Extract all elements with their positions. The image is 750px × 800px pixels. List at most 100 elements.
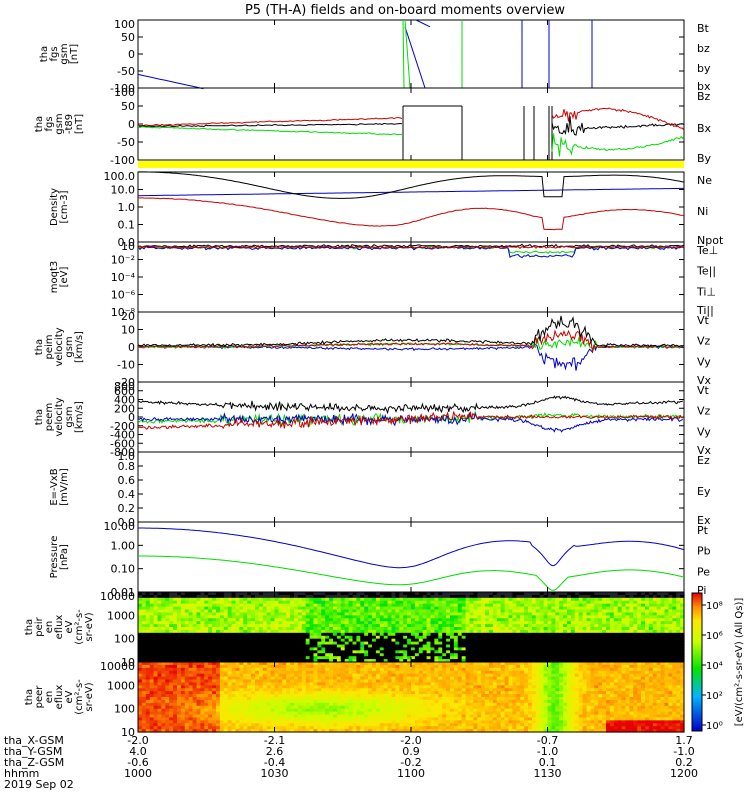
heatmap-cell: [212, 720, 217, 724]
heatmap-cell: [375, 609, 381, 614]
heatmap-cell: [294, 618, 299, 622]
heatmap-cell: [434, 592, 439, 596]
heatmap-cell: [227, 629, 233, 634]
heatmap-cell: [590, 621, 595, 625]
heatmap-cell: [297, 702, 303, 707]
heatmap-cell: [212, 656, 217, 660]
heatmap-cell: [149, 726, 155, 730]
heatmap-cell: [672, 641, 677, 646]
heatmap-cell: [329, 705, 334, 710]
heatmap-cell: [621, 606, 627, 611]
heatmap-cell: [625, 600, 630, 605]
heatmap-cell: [309, 711, 315, 716]
heatmap-cell: [516, 656, 521, 660]
heatmap-cell: [465, 624, 471, 628]
heatmap-cell: [313, 615, 318, 619]
heatmap-cell: [212, 641, 217, 646]
heatmap-cell: [286, 641, 291, 646]
heatmap-cell: [637, 650, 642, 654]
heatmap-cell: [286, 711, 291, 716]
heatmap-cell: [481, 624, 486, 628]
heatmap-cell: [309, 673, 315, 678]
heatmap-cell: [262, 609, 268, 614]
heatmap-cell: [453, 635, 459, 640]
heatmap-cell: [399, 612, 404, 616]
heatmap-cell: [426, 659, 432, 663]
heatmap-cell: [500, 594, 506, 599]
heatmap-cell: [633, 597, 638, 602]
heatmap-cell: [188, 592, 194, 596]
heatmap-cell: [138, 676, 143, 681]
heatmap-cell: [321, 691, 326, 695]
heatmap-cell: [500, 615, 506, 619]
heatmap-cell: [329, 682, 334, 686]
heatmap-cell: [321, 621, 326, 625]
heatmap-cell: [325, 621, 330, 625]
heatmap-cell: [368, 603, 373, 608]
heatmap-cell: [227, 594, 233, 599]
heatmap-cell: [524, 600, 529, 605]
heatmap-cell: [621, 621, 627, 625]
heatmap-cell: [496, 644, 502, 649]
y-tick-label: 0.0: [118, 236, 136, 249]
heatmap-cell: [450, 641, 455, 646]
heatmap-cell: [582, 606, 588, 611]
heatmap-cell: [453, 638, 459, 643]
heatmap-cell: [660, 647, 666, 651]
heatmap-cell: [173, 603, 178, 608]
y-axis-label: peem: [44, 403, 55, 431]
heatmap-cell: [204, 702, 209, 707]
heatmap-cell: [442, 638, 447, 643]
heatmap-cell: [621, 641, 627, 646]
heatmap-cell: [227, 615, 233, 619]
heatmap-cell: [528, 624, 533, 628]
y-axis-label: eflux: [54, 615, 65, 640]
heatmap-cell: [235, 729, 240, 733]
heatmap-cell: [208, 632, 213, 637]
y-tick-label: 1000: [107, 609, 135, 622]
heatmap-cell: [551, 615, 556, 619]
heatmap-cell: [450, 638, 455, 643]
heatmap-cell: [149, 635, 155, 640]
heatmap-cell: [407, 635, 412, 640]
heatmap-cell: [364, 635, 369, 640]
heatmap-cell: [453, 621, 459, 625]
heatmap-cell: [582, 600, 588, 605]
heatmap-cell: [578, 632, 584, 637]
heatmap-cell: [641, 597, 646, 602]
heatmap-cell: [251, 618, 256, 622]
heatmap-cell: [660, 650, 666, 654]
heatmap-cell: [336, 691, 342, 695]
heatmap-cell: [247, 685, 252, 689]
heatmap-cell: [270, 653, 276, 657]
heatmap-cell: [192, 676, 198, 681]
heatmap-cell: [138, 723, 143, 727]
heatmap-cell: [192, 624, 198, 628]
heatmap-cell: [364, 624, 369, 628]
heatmap-cell: [216, 641, 221, 646]
heatmap-cell: [399, 653, 404, 657]
y-tick-label: 100: [114, 18, 135, 31]
heatmap-cell: [239, 717, 244, 721]
heatmap-cell: [161, 656, 166, 660]
heatmap-cell: [247, 597, 252, 602]
heatmap-cell: [282, 694, 287, 698]
heatmap-cell: [309, 592, 315, 596]
heatmap-cell: [430, 644, 435, 649]
heatmap-cell: [492, 621, 498, 625]
heatmap-cell: [141, 664, 147, 669]
heatmap-cell: [169, 717, 174, 721]
heatmap-cell: [372, 612, 377, 616]
heatmap-cell: [321, 641, 326, 646]
heatmap-cell: [286, 682, 291, 686]
heatmap-cell: [157, 682, 162, 686]
heatmap-cell: [664, 612, 669, 616]
heatmap-cell: [633, 592, 638, 596]
heatmap-cell: [239, 664, 244, 669]
heatmap-cell: [528, 644, 533, 649]
heatmap-cell: [563, 629, 568, 634]
heatmap-cell: [664, 609, 669, 614]
heatmap-cell: [430, 632, 435, 637]
heatmap-cell: [469, 597, 474, 602]
heatmap-cell: [309, 688, 315, 692]
